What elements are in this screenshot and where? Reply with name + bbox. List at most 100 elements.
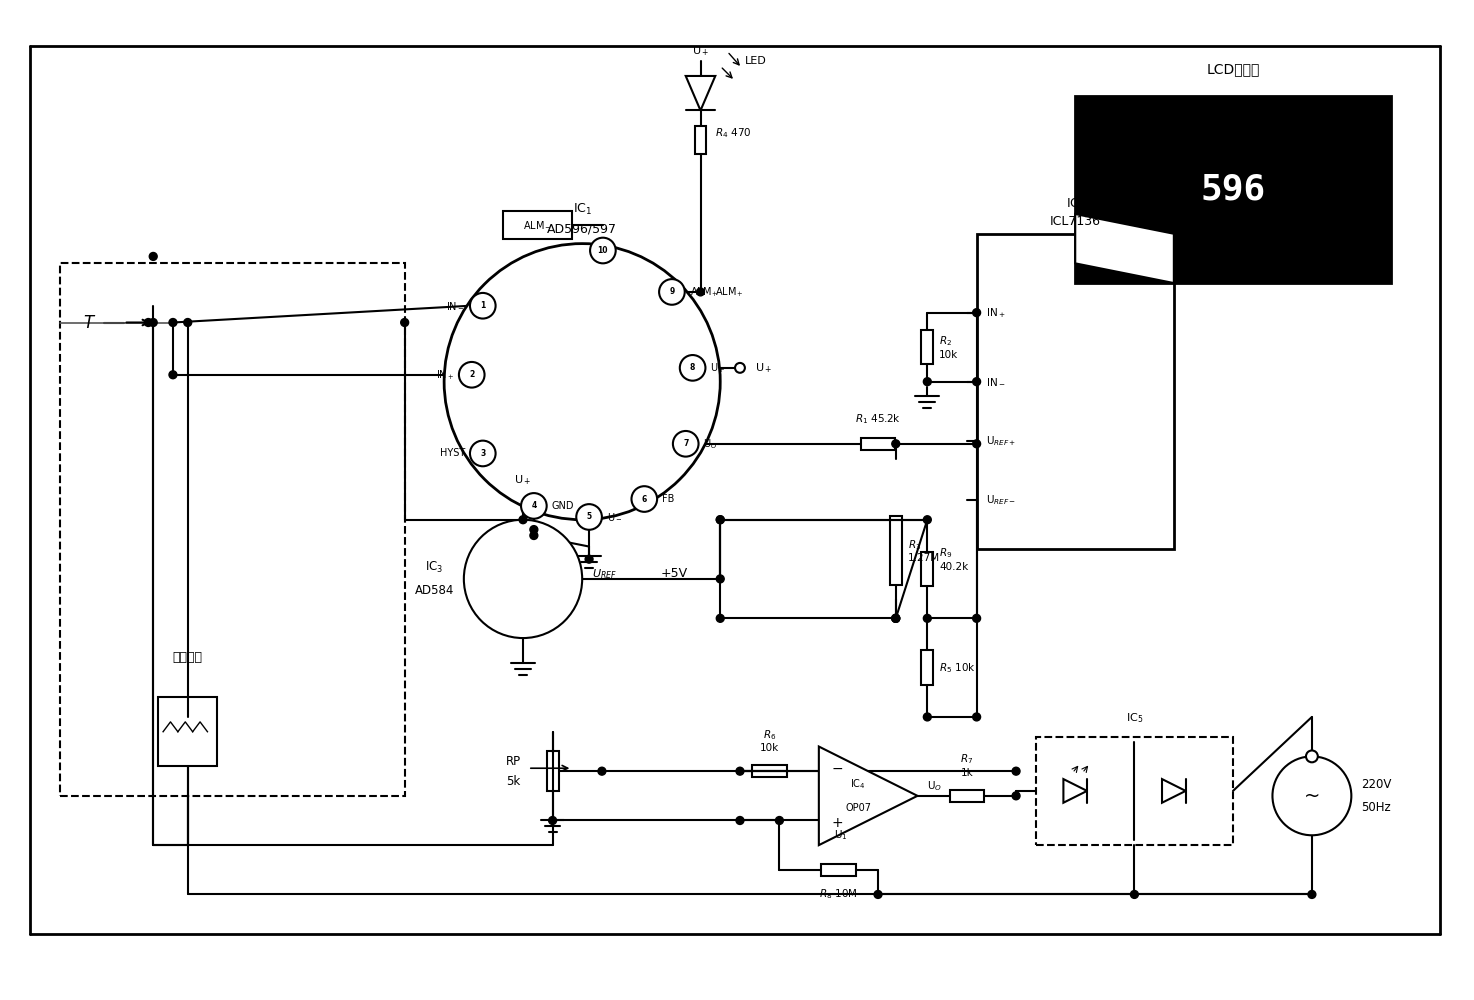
Circle shape [464,520,582,638]
Text: U$_+$: U$_+$ [516,542,532,556]
Circle shape [1307,891,1316,898]
Circle shape [716,516,724,524]
Circle shape [470,441,495,466]
Text: ~: ~ [1303,786,1321,805]
Bar [861,438,895,450]
Circle shape [736,767,744,775]
Bar [694,126,706,154]
Text: U$_+$: U$_+$ [514,473,532,487]
Text: 4: 4 [531,501,537,510]
Circle shape [520,493,547,519]
Text: ALM$_-$: ALM$_-$ [523,220,553,230]
Circle shape [923,713,932,721]
Bar [890,516,902,585]
Text: U$_+$: U$_+$ [710,361,725,375]
Circle shape [680,355,706,381]
Text: 9: 9 [669,287,675,296]
Text: ICL7136: ICL7136 [1049,215,1101,228]
Circle shape [631,486,657,512]
Circle shape [444,244,721,520]
Circle shape [716,614,724,622]
Text: IN$_+$: IN$_+$ [435,368,454,382]
Circle shape [923,378,932,386]
Circle shape [548,817,557,824]
Text: $R_5$ 10k: $R_5$ 10k [939,661,976,675]
Circle shape [892,440,899,448]
Text: 596: 596 [1200,172,1266,206]
Text: HYST: HYST [439,448,464,458]
Text: AD596/597: AD596/597 [547,222,618,235]
Text: LCD显示器: LCD显示器 [1206,62,1260,76]
Text: $R_2$
10k: $R_2$ 10k [939,334,958,360]
Circle shape [585,555,593,563]
Text: U$_O$: U$_O$ [927,779,942,793]
Text: 7: 7 [682,439,688,448]
Text: $+$: $+$ [831,816,843,830]
Circle shape [659,279,685,305]
Text: IN$_-$: IN$_-$ [986,377,1007,387]
Circle shape [736,817,744,824]
Text: $R_3$
1.27M: $R_3$ 1.27M [908,538,940,563]
Circle shape [149,252,158,260]
Text: IN$_+$: IN$_+$ [986,306,1007,320]
Text: U$_{REF+}$: U$_{REF+}$ [986,434,1017,448]
Text: ALM$_+$: ALM$_+$ [715,285,744,299]
Text: RP: RP [506,755,520,768]
Circle shape [973,440,980,448]
Text: U$_+$: U$_+$ [755,361,772,375]
Text: IC$_3$: IC$_3$ [425,560,444,575]
Circle shape [716,516,724,524]
Circle shape [576,504,601,530]
Circle shape [531,532,538,539]
Circle shape [923,614,932,622]
Bar [821,864,856,876]
Text: U$_{REF-}$: U$_{REF-}$ [986,493,1017,507]
Text: $R_1$ 45.2k: $R_1$ 45.2k [855,412,901,426]
Text: 1: 1 [481,301,485,310]
Text: AD584: AD584 [414,584,454,597]
Text: 220V: 220V [1361,778,1391,790]
Text: U$_+$: U$_+$ [691,44,709,58]
Text: 电加热器: 电加热器 [172,651,203,664]
Circle shape [519,516,528,524]
Circle shape [973,614,980,622]
Bar [503,211,572,239]
Text: IN$_-$: IN$_-$ [447,301,464,311]
Circle shape [531,526,538,534]
Text: $T$: $T$ [83,314,96,332]
Text: $R_4$ 470: $R_4$ 470 [715,126,752,140]
Text: 6: 6 [641,495,647,504]
Text: 3: 3 [481,449,485,458]
Text: U$_-$: U$_-$ [607,512,622,522]
Text: FB: FB [662,494,675,504]
Text: GND: GND [551,501,573,511]
Bar [949,790,985,802]
Text: $-$: $-$ [831,761,843,775]
Circle shape [892,614,899,622]
Circle shape [1131,891,1138,898]
Text: 2: 2 [469,370,475,379]
Text: ALM$_+$: ALM$_+$ [690,285,718,299]
Bar [1075,96,1391,283]
Text: $R_6$
10k: $R_6$ 10k [761,728,780,753]
Circle shape [973,713,980,721]
Circle shape [892,614,899,622]
Circle shape [590,238,616,263]
Bar [1036,737,1234,845]
Polygon shape [1075,214,1173,283]
Circle shape [674,431,699,457]
Text: 5k: 5k [506,775,520,788]
Bar [59,263,405,796]
Bar [921,650,933,685]
Text: $U_{REF}$: $U_{REF}$ [593,567,618,581]
Polygon shape [820,747,917,845]
Circle shape [470,293,495,319]
Circle shape [1306,750,1318,762]
Text: IC$_1$: IC$_1$ [572,202,593,217]
Text: LED: LED [744,56,766,66]
Circle shape [598,767,606,775]
Text: $R_8$ 10M: $R_8$ 10M [820,888,858,901]
Bar [158,697,217,766]
Text: $R_9$
40.2k: $R_9$ 40.2k [939,546,968,572]
Circle shape [697,288,705,296]
